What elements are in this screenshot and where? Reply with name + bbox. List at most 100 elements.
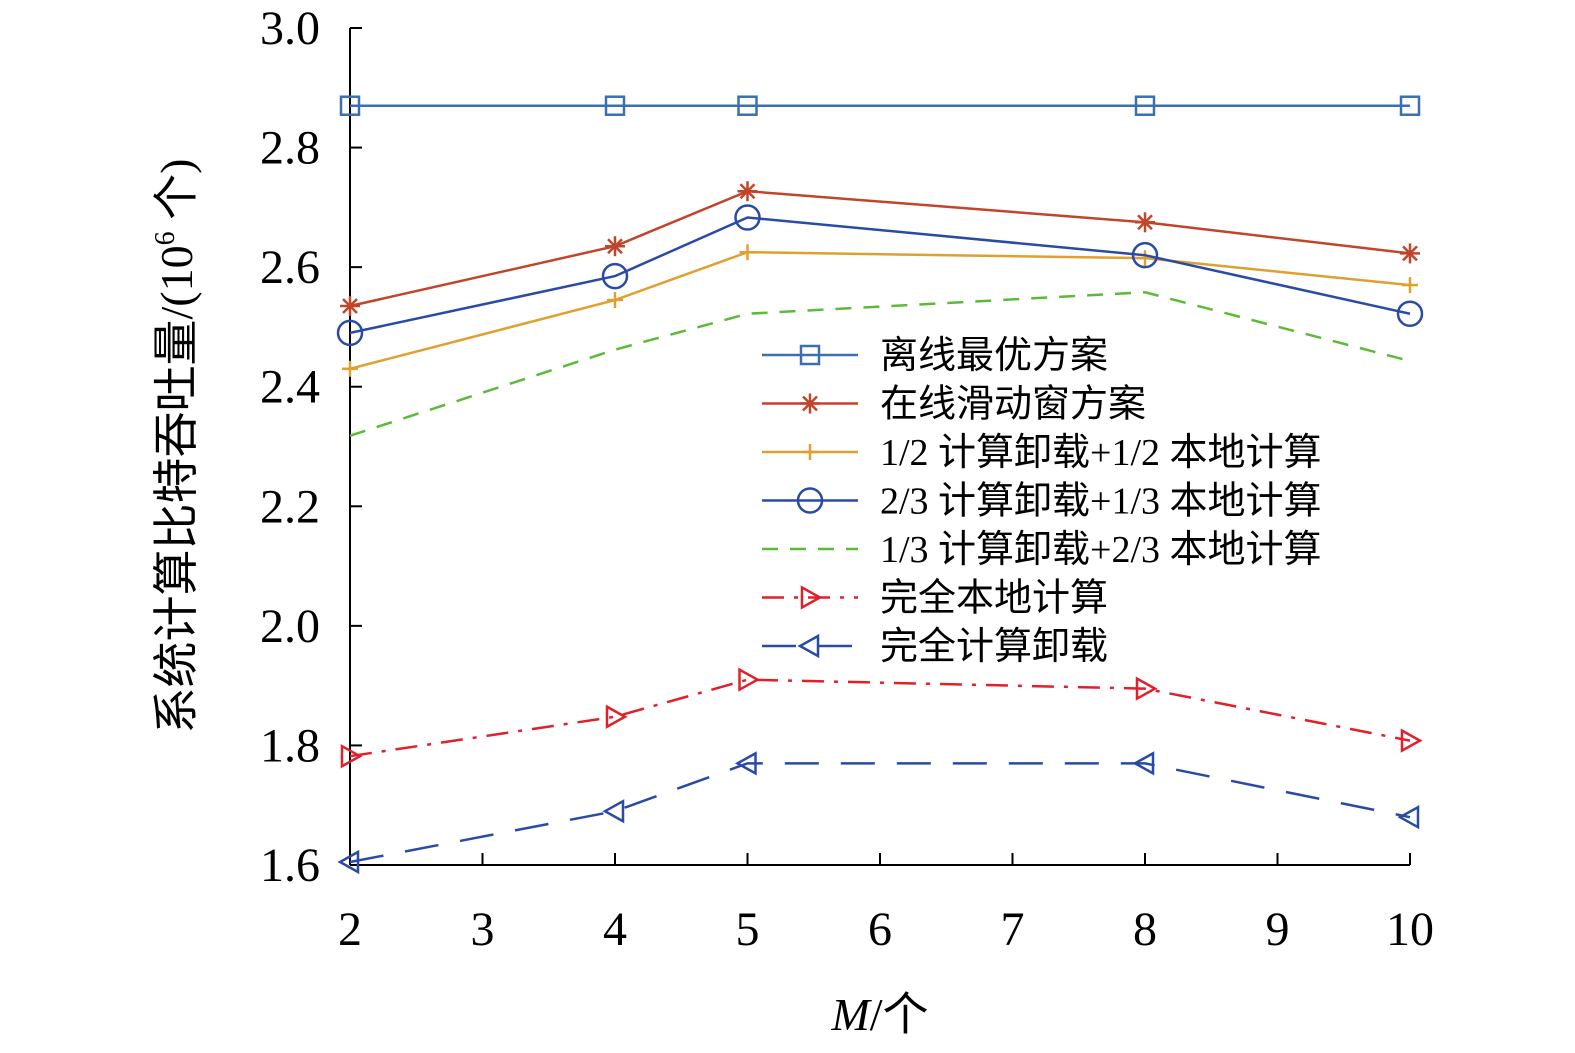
plus-marker [1402, 277, 1418, 294]
data-point [1137, 250, 1153, 267]
triangle-right-marker [1135, 676, 1158, 701]
data-point [1134, 95, 1156, 116]
series-line [349, 762, 1411, 864]
circle-marker [796, 487, 824, 514]
data-point [339, 95, 361, 116]
x-tick-label: 5 [736, 903, 760, 956]
asterisk-stroke [1137, 214, 1153, 231]
data-point [342, 360, 358, 377]
series-0 [339, 95, 1421, 116]
y-tick-label: 2.2 [260, 480, 320, 533]
triangle-right-marker [605, 704, 628, 729]
square-marker [1134, 95, 1156, 116]
x-axis-title-unit: /个 [870, 989, 929, 1040]
asterisk-stroke [739, 183, 756, 200]
x-tick-label: 7 [1001, 903, 1025, 956]
y-tick-label: 1.6 [260, 839, 320, 892]
legend-item: 离线最优方案 [762, 335, 1108, 377]
series-5 [340, 667, 1423, 769]
legend-item: 1/2 计算卸载+1/2 本地计算 [762, 432, 1322, 474]
triangle-right-marker [340, 744, 363, 769]
x-tick-label: 4 [603, 903, 627, 956]
data-point [602, 799, 625, 824]
asterisk-marker [605, 236, 625, 257]
y-axis-title-sup: 6 [150, 231, 181, 245]
triangle-left-marker [602, 799, 625, 824]
series-4 [349, 290, 1411, 437]
series-3 [336, 204, 1424, 347]
data-point [604, 95, 626, 116]
circle-marker [601, 262, 629, 290]
triangle-left-marker [1397, 805, 1420, 830]
data-point [1135, 212, 1155, 233]
data-point [739, 244, 756, 261]
plus-marker [1137, 250, 1153, 267]
triangle-right-marker [800, 585, 823, 610]
data-point [1399, 95, 1421, 116]
triangle-left-marker [337, 849, 360, 875]
data-point [734, 751, 757, 776]
data-point [601, 262, 629, 290]
triangle-right-marker [1400, 728, 1423, 753]
legend-label: 1/3 计算卸载+2/3 本地计算 [880, 529, 1322, 571]
plus-marker [607, 292, 623, 309]
legend-label: 完全本地计算 [880, 578, 1108, 620]
series-line [349, 678, 1411, 758]
x-axis-title: M/个 [830, 989, 928, 1040]
x-tick-label: 10 [1386, 903, 1434, 956]
data-point [738, 667, 761, 692]
series-1 [340, 181, 1420, 317]
asterisk-stroke [1402, 245, 1418, 262]
square-marker [737, 95, 758, 116]
square-marker [799, 344, 821, 366]
circle-marker [1396, 300, 1424, 328]
square-marker [339, 95, 361, 116]
square-marker [604, 95, 626, 116]
y-axis-title-end: 个) [151, 159, 202, 232]
legend-item: 在线滑动窗方案 [762, 384, 1146, 426]
series-line [349, 189, 1411, 308]
legend-label: 2/3 计算卸载+1/3 本地计算 [880, 481, 1322, 523]
asterisk-marker [1135, 212, 1155, 233]
data-point [605, 236, 625, 257]
legend-item: 完全本地计算 [762, 578, 1108, 620]
x-tick-label: 8 [1133, 903, 1157, 956]
y-axis-title-main: 系统计算比特吞吐量/(10 [151, 245, 202, 733]
legend-label: 离线最优方案 [880, 335, 1108, 377]
data-point [1135, 676, 1158, 701]
asterisk-marker [737, 181, 758, 202]
series-layer [336, 95, 1424, 875]
legend-item: 完全计算卸载 [762, 626, 1108, 668]
circle-marker [734, 204, 761, 231]
data-point [1400, 728, 1423, 753]
data-point [734, 204, 761, 231]
series-line [349, 290, 1411, 437]
asterisk-stroke [607, 238, 623, 255]
y-tick-label: 2.8 [260, 122, 320, 175]
legend-item: 2/3 计算卸载+1/3 本地计算 [762, 481, 1322, 523]
triangle-left-marker [1132, 751, 1155, 776]
y-tick-label: 2.4 [260, 361, 320, 414]
y-tick-label: 2.6 [260, 241, 320, 294]
triangle-right-marker [738, 667, 761, 692]
x-tick-label: 6 [868, 903, 892, 956]
data-point [605, 704, 628, 729]
x-axis-title-italic: M [830, 989, 872, 1040]
circle-marker [336, 319, 364, 347]
data-point [337, 849, 360, 875]
data-point [1396, 300, 1424, 328]
triangle-left-marker [797, 633, 820, 659]
series-2 [342, 244, 1418, 377]
legend-label: 完全计算卸载 [880, 626, 1108, 668]
asterisk-stroke [342, 298, 358, 314]
legend-label: 1/2 计算卸载+1/2 本地计算 [880, 432, 1322, 474]
data-point [1402, 277, 1418, 294]
data-point [336, 319, 364, 347]
plus-marker [802, 444, 818, 460]
data-point [1400, 243, 1420, 264]
asterisk-marker [800, 393, 820, 414]
data-point [340, 296, 360, 317]
plus-marker [739, 244, 756, 261]
